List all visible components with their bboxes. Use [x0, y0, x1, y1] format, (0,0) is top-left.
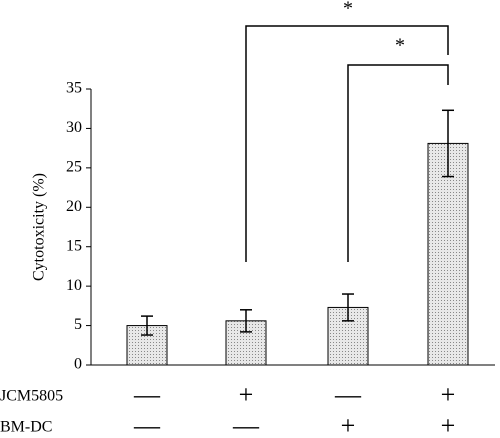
y-tick-label: 0 — [74, 356, 82, 373]
error-bar — [442, 109, 454, 178]
y-tick-label: 35 — [66, 80, 82, 97]
condition-sign: + — [341, 411, 356, 438]
bar — [225, 320, 267, 366]
y-tick-label: 25 — [66, 159, 82, 176]
condition-sign: — — [334, 380, 362, 409]
y-tick-label: 15 — [66, 237, 82, 254]
significance-bracket — [347, 64, 449, 262]
y-tick-label: 5 — [74, 316, 82, 333]
y-tick-label: 20 — [66, 198, 82, 215]
condition-sign: — — [232, 411, 260, 438]
error-bar — [240, 309, 252, 333]
y-tick-label: 10 — [66, 277, 82, 294]
error-bar — [141, 315, 153, 336]
condition-sign: + — [441, 380, 456, 409]
bar — [427, 142, 469, 366]
condition-sign: — — [133, 380, 161, 409]
significance-bracket — [245, 25, 449, 262]
significance-marker: * — [395, 35, 405, 57]
condition-sign: + — [441, 411, 456, 438]
condition-label: BM-DC — [0, 419, 52, 436]
significance-marker: * — [343, 0, 353, 20]
y-tick-label: 30 — [66, 119, 82, 136]
condition-label: JCM5805 — [0, 388, 63, 405]
error-bar — [342, 293, 354, 322]
condition-sign: + — [239, 380, 254, 409]
y-axis-label: Cytotoxicity (%) — [31, 173, 48, 281]
bar — [327, 306, 369, 366]
condition-sign: — — [133, 411, 161, 438]
